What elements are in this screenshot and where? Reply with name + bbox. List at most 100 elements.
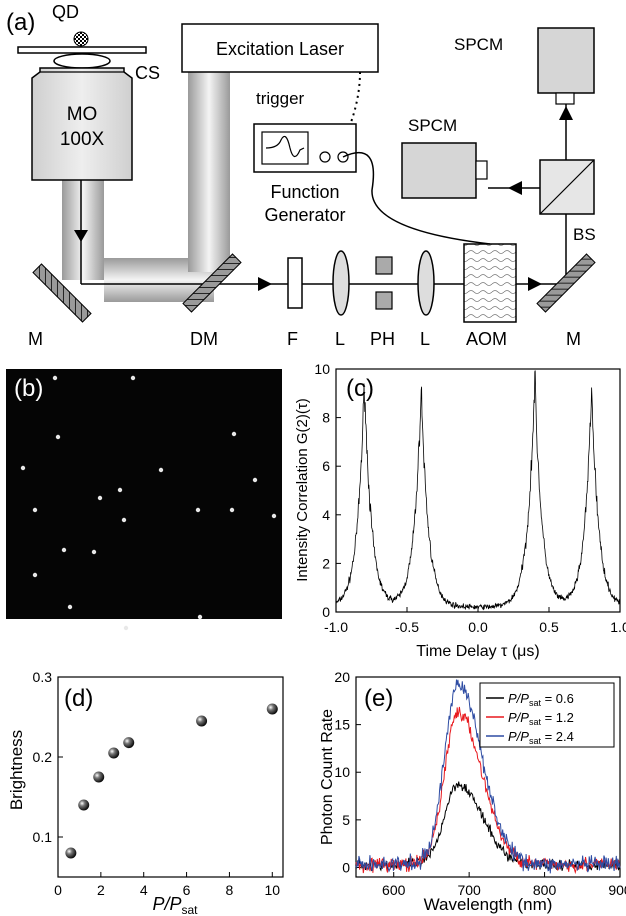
panel-e-label: (e) [364,685,393,712]
panel-d-label: (d) [64,685,93,712]
fg-label-1: Function [270,182,339,202]
legend: P/Psat = 0.6 P/Psat = 1.2 P/Psat = 2.4 [479,682,615,748]
x-tick-label: 4 [140,882,148,898]
x-tick-label: 600 [382,882,406,898]
emitter-spot [121,517,127,523]
microscope-objective [31,67,133,181]
x-tick-label: 2 [97,882,105,898]
arrow-left-icon [508,181,522,195]
y-axis-label: Intensity Correlation G(2)(τ) [294,398,311,581]
emitter-spot [229,507,235,513]
x-axis-label: P/Psat [152,894,198,916]
spcm-side-label: SPCM [408,116,457,135]
mo-magnification: 100X [60,129,105,150]
panel-c-chart: (c) -1.0 -0.5 0.0 0.5 1.0 0 2 4 6 8 10 Time Delay … [294,361,626,660]
data-point [78,799,90,811]
lens2-label: L [420,329,430,349]
panel-b-label: (b) [14,375,43,402]
data-point [123,737,135,749]
spcm-side [401,142,477,199]
x-tick-label: 900 [608,882,626,898]
y-tick-label: 0.2 [33,749,53,765]
lens-1 [332,250,350,316]
emitter-spot [91,549,97,555]
panel-d-chart: (d) 0 2 4 6 8 10 0.1 0.2 0.3 Brightness P/Psat [7,669,284,916]
mirror-right-label: M [566,329,581,349]
spcm-top-label: SPCM [454,35,503,54]
x-tick-label: -0.5 [395,619,419,635]
x-axis-label: Wavelength (nm) [424,895,553,914]
spectrum-series [355,679,621,874]
panel-e-chart: (e) 60070080090005101520 P/Psat = 0.6P/P… [319,669,626,914]
emitter-spot [32,572,38,578]
waveform-icon [265,135,305,158]
mo-label: MO [67,104,98,125]
y-axis-label: Photon Count Rate [319,709,336,845]
arrow-right-icon [528,277,542,291]
aom-cable [342,152,491,245]
y-tick-label: 10 [334,764,350,780]
fg-label-2: Generator [264,205,345,225]
emitter-spot [252,477,258,483]
dichroic-mirror [182,253,242,313]
panel-a-label: (a) [6,9,35,36]
fluorescence-image [6,369,282,619]
fg-port-1 [319,151,331,163]
aom [463,243,517,323]
emitter-spot [195,507,201,513]
laser-label: Excitation Laser [216,39,344,59]
emitter-spot [20,465,26,471]
emitter-spot [61,547,67,553]
y-tick-label: 0.3 [33,669,53,685]
y-axis-label: Brightness [7,730,26,810]
y-tick-label: 20 [334,669,350,685]
arrow-down-icon [74,230,88,242]
y-tick-label: 4 [322,507,330,523]
immersion-oil [53,53,111,69]
y-tick-label: 2 [322,555,330,571]
filter-label: F [287,329,298,349]
y-tick-label: 15 [334,717,350,733]
y-tick-label: 8 [322,410,330,426]
emitter-spot [130,375,136,381]
aom-label: AOM [466,329,507,349]
y-tick-label: 0 [342,859,350,875]
x-tick-label: 1.0 [610,619,626,635]
pinhole-label: PH [370,329,395,349]
trigger-label: trigger [256,89,305,108]
emitter-spot [67,604,73,610]
emitter-spots [20,375,277,631]
emitter-spot [231,431,237,437]
qd-label: QD [52,2,79,22]
pinhole-top [375,256,393,275]
x-tick-label: 0.0 [468,619,488,635]
y-tick-label: 0 [322,604,330,620]
data-point [108,747,120,759]
x-tick-label: 800 [533,882,557,898]
emitter-spot [197,614,203,620]
legend-entry: P/Psat = 2.4 [508,729,574,746]
lens-2 [417,250,435,316]
mirror-left-label: M [28,329,43,349]
emitter-spot [117,487,123,493]
beam-laser [188,72,230,272]
x-tick-label: 700 [457,882,481,898]
quantum-dot-icon [73,31,89,47]
pinhole-bottom [375,291,393,310]
panel-b-image: (b) [6,369,282,631]
panel-c-label: (c) [346,375,374,402]
data-point [266,703,278,715]
emitter-spot [52,375,58,381]
mirror-left [32,263,92,323]
emitter-spot [158,467,164,473]
legend-entry: P/Psat = 0.6 [508,691,574,708]
x-axis-label: Time Delay τ (μs) [416,643,539,660]
data-point [196,715,208,727]
spcm-top [537,27,595,94]
arrow-up-icon [559,106,573,120]
y-tick-label: 10 [314,361,330,377]
y-tick-label: 0.1 [33,829,53,845]
x-tick-label: 0 [54,882,62,898]
emitter-spot [97,495,103,501]
data-point [93,771,105,783]
